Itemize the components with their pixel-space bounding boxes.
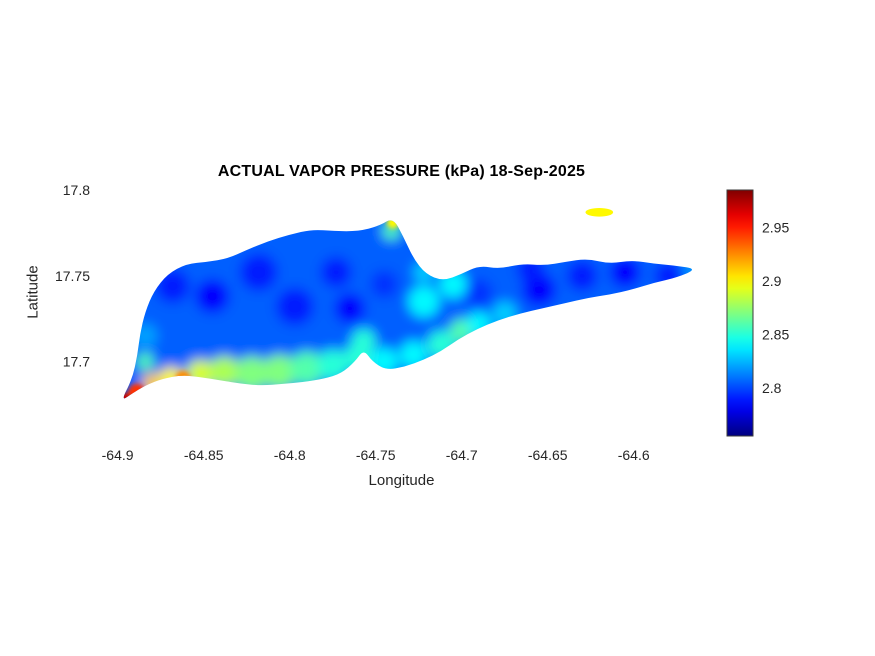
x-tick-label: -64.7 xyxy=(446,447,478,463)
colorbar-tick-label: 2.8 xyxy=(762,380,782,396)
y-tick-label: 17.8 xyxy=(63,182,90,198)
x-tick-label: -64.6 xyxy=(618,447,650,463)
colorbar-tick-label: 2.9 xyxy=(762,273,782,289)
islet-contour-fill xyxy=(585,208,614,217)
chart-title: ACTUAL VAPOR PRESSURE (kPa) 18-Sep-2025 xyxy=(217,163,586,180)
y-axis-label: Latitude xyxy=(24,265,42,319)
x-tick-label: -64.85 xyxy=(184,447,224,463)
colorbar-tick-label: 2.95 xyxy=(762,219,789,235)
y-tick-label: 17.75 xyxy=(55,268,90,284)
x-tick-label: -64.8 xyxy=(274,447,306,463)
colorbar-tick-label: 2.85 xyxy=(762,326,789,342)
colorbar xyxy=(726,189,754,437)
x-tick-label: -64.9 xyxy=(102,447,134,463)
x-tick-label: -64.75 xyxy=(356,447,396,463)
x-tick-label: -64.65 xyxy=(528,447,568,463)
y-tick-label: 17.7 xyxy=(63,354,90,370)
island-contour-fill xyxy=(123,220,693,399)
x-axis-label: Longitude xyxy=(368,472,435,489)
